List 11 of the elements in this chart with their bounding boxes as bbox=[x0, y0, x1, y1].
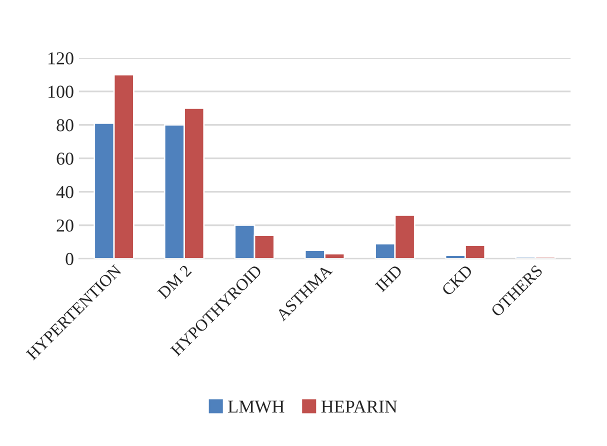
y-tick-label: 80 bbox=[56, 119, 74, 132]
y-tick-label: 0 bbox=[66, 252, 74, 266]
x-tick-label: IHD bbox=[374, 264, 403, 292]
y-tick-label: 100 bbox=[48, 86, 74, 98]
y-tick-label: 20 bbox=[56, 219, 74, 232]
y-tick-label: 60 bbox=[56, 152, 74, 165]
legend-label: LMWH bbox=[228, 400, 284, 413]
y-tick-label: 120 bbox=[48, 52, 74, 64]
y-tick-label: 40 bbox=[56, 186, 74, 198]
legend-label: HEPARIN bbox=[321, 400, 398, 413]
x-tick-label: CKD bbox=[441, 264, 474, 296]
